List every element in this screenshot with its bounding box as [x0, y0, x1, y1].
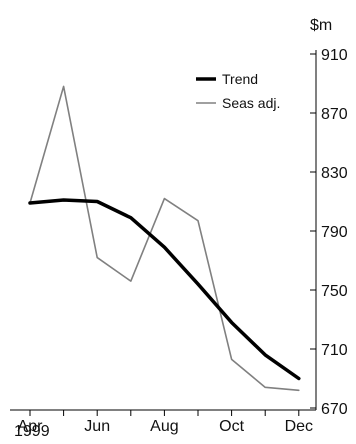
- series-trend-line: [28, 198, 301, 381]
- legend-trend-label: Trend: [222, 71, 258, 87]
- x-tick-label: Aug: [150, 418, 178, 435]
- y-tick-label: 830: [321, 165, 348, 182]
- x-axis: Apr Jun Aug Oct Dec: [10, 409, 316, 435]
- plot-lines: [28, 85, 301, 392]
- legend: Trend Seas adj.: [196, 71, 280, 111]
- x-tick-label: Oct: [219, 418, 244, 435]
- y-unit-label: $m: [310, 17, 332, 34]
- y-axis: 670 710 750 790 830 870 910: [310, 47, 348, 418]
- series-seas-adj-line: [29, 85, 300, 392]
- y-tick-label: 750: [321, 283, 348, 300]
- x-tick-label: Jun: [84, 418, 110, 435]
- y-tick-label: 670: [321, 401, 348, 418]
- x-year-label: 1999: [14, 423, 50, 439]
- y-tick-label: 910: [321, 47, 348, 64]
- x-tick-label: Apr: [18, 418, 44, 435]
- y-tick-label: 790: [321, 224, 348, 241]
- x-tick-label: Dec: [285, 418, 313, 435]
- y-tick-label: 710: [321, 342, 348, 359]
- legend-seas-label: Seas adj.: [222, 95, 280, 111]
- y-tick-label: 870: [321, 106, 348, 123]
